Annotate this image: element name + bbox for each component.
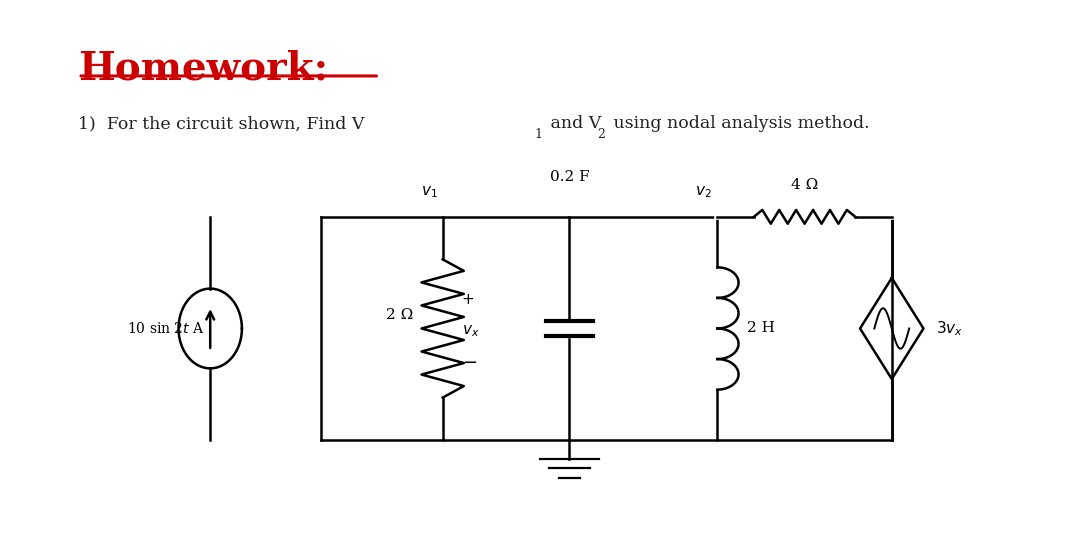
Text: −: −: [462, 354, 477, 372]
Text: 2 H: 2 H: [747, 321, 775, 335]
Text: Homework:: Homework:: [78, 49, 328, 87]
Text: 0.2 F: 0.2 F: [550, 170, 589, 184]
Text: $3v_x$: $3v_x$: [936, 319, 963, 338]
Text: 4 Ω: 4 Ω: [791, 178, 818, 192]
Text: 10 sin 2$t$ A: 10 sin 2$t$ A: [127, 321, 204, 336]
Text: 2 Ω: 2 Ω: [386, 308, 413, 322]
Text: $v_2$: $v_2$: [695, 184, 712, 200]
Text: and V: and V: [545, 116, 602, 132]
Text: 1: 1: [535, 128, 542, 141]
Text: $v_x$: $v_x$: [462, 323, 479, 339]
Text: $v_1$: $v_1$: [421, 184, 438, 200]
Text: using nodal analysis method.: using nodal analysis method.: [607, 116, 869, 132]
Text: +: +: [462, 292, 474, 307]
Text: 2: 2: [597, 128, 605, 141]
Text: 1)  For the circuit shown, Find V: 1) For the circuit shown, Find V: [78, 116, 364, 132]
